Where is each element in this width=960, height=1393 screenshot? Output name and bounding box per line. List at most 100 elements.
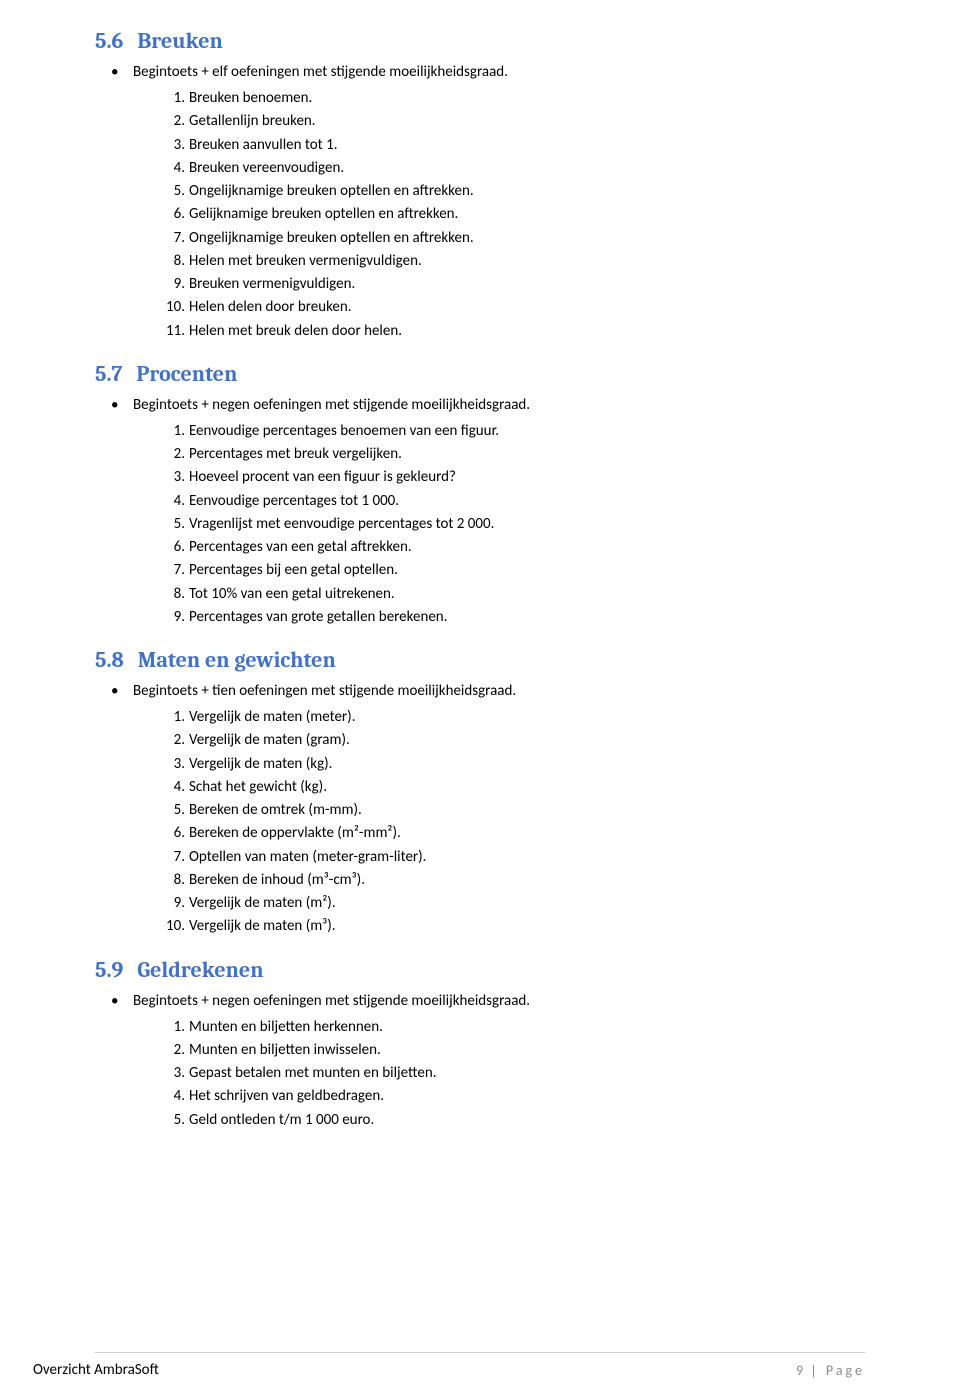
item-text: Bereken de oppervlakte (m²-mm²). (189, 824, 401, 842)
list-item: 5.Geld ontleden t/m 1 000 euro. (189, 1109, 865, 1132)
item-text: Percentages van grote getallen berekenen… (189, 608, 447, 626)
item-text: Breuken aanvullen tot 1. (189, 136, 337, 154)
item-number: 5. (161, 180, 185, 203)
intro-line: Begintoets + tien oefeningen met stijgen… (95, 681, 865, 702)
item-number: 8. (161, 250, 185, 273)
list-item: 6.Gelijknamige breuken optellen en aftre… (189, 203, 865, 226)
item-text: Ongelijknamige breuken optellen en aftre… (189, 182, 474, 200)
item-text: Helen met breuken vermenigvuldigen. (189, 252, 422, 270)
footer-page-label: Page (826, 1362, 865, 1379)
footer-right: 9 | Page (796, 1362, 865, 1379)
item-number: 10. (161, 296, 185, 319)
item-text: Geld ontleden t/m 1 000 euro. (189, 1111, 374, 1129)
list-item: 2.Getallenlijn breuken. (189, 110, 865, 133)
item-text: Vragenlijst met eenvoudige percentages t… (189, 515, 494, 533)
list-item: 1.Munten en biljetten herkennen. (189, 1016, 865, 1039)
item-text: Breuken vereenvoudigen. (189, 159, 344, 177)
item-number: 11. (161, 320, 185, 343)
list-item: 5.Ongelijknamige breuken optellen en aft… (189, 180, 865, 203)
list-item: 6.Percentages van een getal aftrekken. (189, 536, 865, 559)
item-text: Vergelijk de maten (kg). (189, 755, 332, 773)
item-number: 6. (161, 822, 185, 845)
item-text: Tot 10% van een getal uitrekenen. (189, 585, 395, 603)
list-item: 7.Percentages bij een getal optellen. (189, 559, 865, 582)
list-item: 4.Het schrijven van geldbedragen. (189, 1085, 865, 1108)
item-number: 6. (161, 536, 185, 559)
list-item: 7.Optellen van maten (meter-gram-liter). (189, 846, 865, 869)
item-text: Helen delen door breuken. (189, 298, 352, 316)
heading-5-9: 5.9Geldrekenen (95, 957, 865, 983)
list-item: 5.Vragenlijst met eenvoudige percentages… (189, 513, 865, 536)
heading-5-6: 5.6 Breuken (95, 28, 865, 54)
list-item: 8.Tot 10% van een getal uitrekenen. (189, 583, 865, 606)
item-number: 6. (161, 203, 185, 226)
list-item: 9.Breuken vermenigvuldigen. (189, 273, 865, 296)
item-number: 1. (161, 87, 185, 110)
list-item: 10.Helen delen door breuken. (189, 296, 865, 319)
list-item: 6.Bereken de oppervlakte (m²-mm²). (189, 822, 865, 845)
item-number: 5. (161, 1109, 185, 1132)
item-text: Percentages bij een getal optellen. (189, 561, 398, 579)
list-item: 2.Munten en biljetten inwisselen. (189, 1039, 865, 1062)
item-text: Hoeveel procent van een figuur is gekleu… (189, 468, 456, 486)
item-number: 9. (161, 606, 185, 629)
section-breuken: 5.6 Breuken Begintoets + elf oefeningen m… (95, 28, 865, 343)
item-number: 1. (161, 706, 185, 729)
list-item: 7.Ongelijknamige breuken optellen en aft… (189, 227, 865, 250)
heading-title: Procenten (136, 361, 237, 387)
item-text: Optellen van maten (meter-gram-liter). (189, 848, 426, 866)
item-number: 9. (161, 273, 185, 296)
item-number: 4. (161, 157, 185, 180)
list-5-6: 1.Breuken benoemen. 2.Getallenlijn breuk… (95, 87, 865, 343)
list-item: 11.Helen met breuk delen door helen. (189, 320, 865, 343)
heading-title: Maten en gewichten (138, 647, 336, 673)
item-text: Ongelijknamige breuken optellen en aftre… (189, 229, 474, 247)
footer-divider (95, 1352, 865, 1353)
footer-left-text: Overzicht AmbraSoft (33, 1361, 159, 1379)
item-text: Breuken vermenigvuldigen. (189, 275, 355, 293)
intro-line: Begintoets + elf oefeningen met stijgend… (95, 62, 865, 83)
item-text: Munten en biljetten inwisselen. (189, 1041, 381, 1059)
item-text: Eenvoudige percentages benoemen van een … (189, 422, 499, 440)
item-text: Gepast betalen met munten en biljetten. (189, 1064, 437, 1082)
heading-5-8: 5.8Maten en gewichten (95, 647, 865, 673)
item-number: 2. (161, 443, 185, 466)
heading-number: 5.6 (95, 28, 123, 54)
item-number: 3. (161, 134, 185, 157)
item-number: 2. (161, 729, 185, 752)
footer-page-number: 9 (796, 1362, 803, 1379)
item-text: Breuken benoemen. (189, 89, 312, 107)
item-number: 3. (161, 1062, 185, 1085)
item-text: Vergelijk de maten (gram). (189, 731, 350, 749)
item-number: 2. (161, 110, 185, 133)
item-text: Getallenlijn breuken. (189, 112, 316, 130)
list-item: 9.Vergelijk de maten (m²). (189, 892, 865, 915)
item-number: 5. (161, 799, 185, 822)
list-item: 9.Percentages van grote getallen bereken… (189, 606, 865, 629)
item-number: 1. (161, 420, 185, 443)
list-item: 1.Vergelijk de maten (meter). (189, 706, 865, 729)
item-text: Schat het gewicht (kg). (189, 778, 327, 796)
item-number: 2. (161, 1039, 185, 1062)
list-item: 4.Schat het gewicht (kg). (189, 776, 865, 799)
list-5-7: 1.Eenvoudige percentages benoemen van ee… (95, 420, 865, 629)
heading-title: Breuken (137, 28, 222, 54)
item-number: 7. (161, 559, 185, 582)
list-item: 2.Vergelijk de maten (gram). (189, 729, 865, 752)
item-number: 9. (161, 892, 185, 915)
heading-5-7: 5.7Procenten (95, 361, 865, 387)
section-procenten: 5.7Procenten Begintoets + negen oefening… (95, 361, 865, 629)
item-text: Bereken de omtrek (m-mm). (189, 801, 362, 819)
list-item: 10.Vergelijk de maten (m³). (189, 915, 865, 938)
item-number: 4. (161, 490, 185, 513)
item-number: 3. (161, 753, 185, 776)
list-5-9: 1.Munten en biljetten herkennen. 2.Munte… (95, 1016, 865, 1132)
heading-number: 5.9 (95, 957, 123, 983)
list-item: 5.Bereken de omtrek (m-mm). (189, 799, 865, 822)
item-text: Bereken de inhoud (m³-cm³). (189, 871, 365, 889)
item-text: Vergelijk de maten (m²). (189, 894, 336, 912)
item-number: 1. (161, 1016, 185, 1039)
item-number: 8. (161, 869, 185, 892)
item-number: 8. (161, 583, 185, 606)
item-text: Vergelijk de maten (m³). (189, 917, 336, 935)
